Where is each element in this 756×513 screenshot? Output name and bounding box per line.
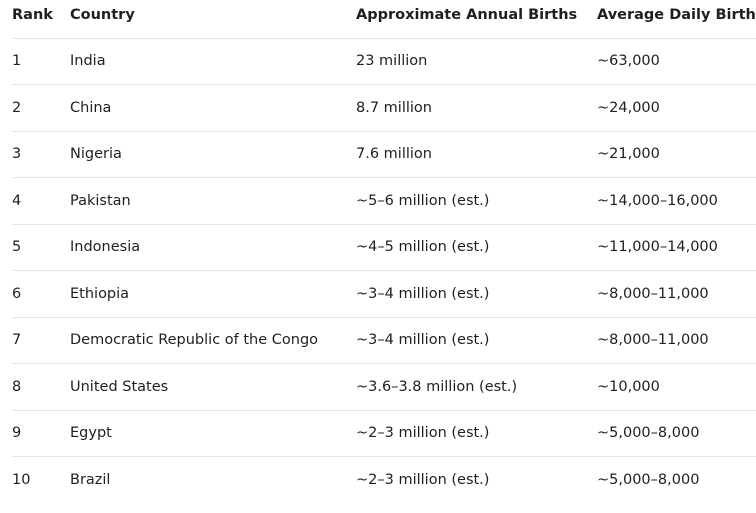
table-cell: United States [70, 378, 169, 395]
table-cell: 6 [12, 285, 22, 302]
row-divider [12, 84, 756, 85]
table-cell: ~3–4 million (est.) [356, 285, 490, 302]
table-cell: Indonesia [70, 239, 141, 255]
header-cell: Approximate Annual Births [356, 7, 578, 23]
table-cell: 8.7 million [356, 99, 432, 116]
header-cell: Country [70, 7, 135, 23]
table-cell: ~21,000 [597, 146, 660, 162]
table-cell: Nigeria [70, 146, 122, 162]
row-divider [12, 316, 756, 318]
table-cell: ~11,000–14,000 [597, 239, 718, 255]
row-divider [12, 37, 756, 39]
table-cell: Egypt [70, 425, 112, 441]
header-cell: Rank [12, 7, 53, 23]
table-cell: ~24,000 [597, 99, 660, 116]
row-divider [12, 270, 756, 271]
table-cell: China [70, 99, 112, 116]
table-cell: ~3.6–3.8 million (est.) [356, 378, 518, 395]
table-cell: ~63,000 [597, 53, 660, 69]
table-cell: ~2–3 million (est.) [356, 425, 490, 441]
table-cell: Ethiopia [70, 285, 130, 302]
table-cell: Democratic Republic of the Congo [70, 332, 319, 348]
row-divider [12, 177, 756, 178]
table-cell: 10 [12, 471, 31, 488]
table-cell: 2 [12, 99, 22, 116]
table-cell: ~5,000–8,000 [597, 425, 700, 441]
row-divider [12, 456, 756, 457]
table-cell: ~5,000–8,000 [597, 471, 700, 488]
table-cell: ~8,000–11,000 [597, 332, 709, 348]
table-cell: ~14,000–16,000 [597, 192, 718, 209]
table-cell: 1 [12, 53, 22, 69]
table-cell: Pakistan [70, 192, 131, 209]
table-cell: ~3–4 million (est.) [356, 332, 490, 348]
table-cell: India [70, 53, 106, 69]
table-cell: Brazil [70, 471, 111, 488]
table-cell: 7.6 million [356, 146, 432, 162]
table-cell: 23 million [356, 53, 428, 69]
table-cell: ~4–5 million (est.) [356, 239, 490, 255]
row-divider [12, 363, 756, 364]
table-cell: ~2–3 million (est.) [356, 471, 490, 488]
table-cell: 4 [12, 192, 22, 209]
table-cell: ~8,000–11,000 [597, 285, 709, 302]
table-cell: ~5–6 million (est.) [356, 192, 490, 209]
row-divider [12, 223, 756, 225]
table-cell: ~10,000 [597, 378, 660, 395]
table-cell: 8 [12, 378, 22, 395]
table-cell: 9 [12, 425, 22, 441]
table-cell: 3 [12, 146, 22, 162]
table-cell: 7 [12, 332, 22, 348]
table-cell: 5 [12, 239, 22, 255]
header-cell: Average Daily Births [597, 7, 756, 23]
row-divider [12, 409, 756, 411]
row-divider [12, 130, 756, 132]
